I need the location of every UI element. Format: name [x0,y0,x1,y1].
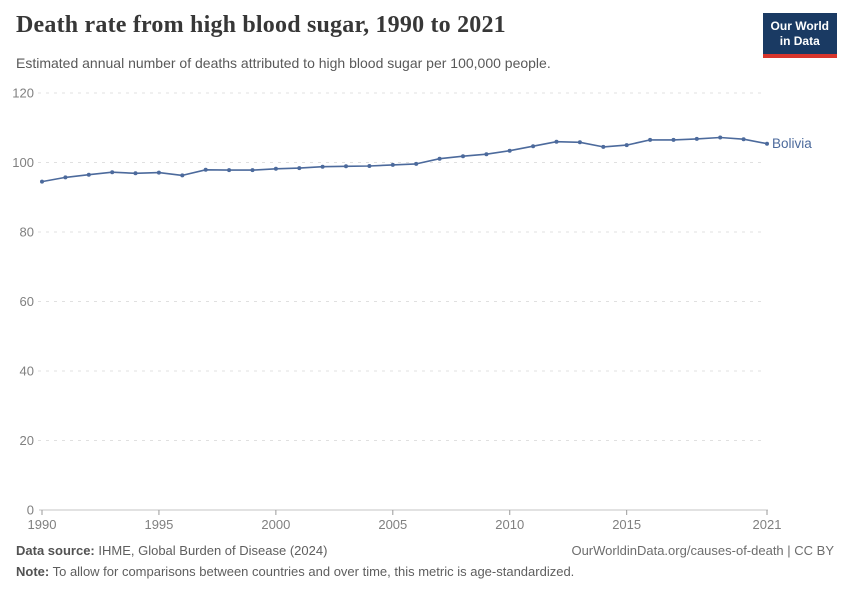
series-line-bolivia[interactable] [41,136,768,183]
data-point[interactable] [273,166,278,171]
data-point[interactable] [601,144,606,149]
data-point[interactable] [461,154,465,159]
data-point[interactable] [648,137,653,142]
data-point[interactable] [86,172,91,177]
data-point[interactable] [320,164,325,169]
data-point[interactable] [718,135,723,140]
y-tick-label: 80 [20,225,34,240]
data-point[interactable] [694,136,699,141]
y-tick-label: 100 [12,155,34,170]
entity-label-bolivia[interactable]: Bolivia [772,136,812,151]
x-tick-label: 2000 [261,517,290,532]
data-source-text: Data source: IHME, Global Burden of Dise… [16,543,328,558]
data-point[interactable] [156,170,161,175]
data-point[interactable] [671,137,676,142]
line-chart[interactable]: 0 20 40 60 80 100 120 1990 1995 2000 2005 2010 2015 2… [0,80,850,540]
owid-logo-line2: in Data [779,34,820,48]
data-point[interactable] [344,164,348,169]
owid-logo[interactable]: Our World in Data [762,13,837,58]
data-point[interactable] [297,166,302,171]
x-tick-label: 2005 [378,517,407,532]
data-point[interactable] [554,139,559,144]
y-tick-label: 120 [12,86,34,101]
data-point[interactable] [110,170,115,175]
chart-footer: Data source: IHME, Global Burden of Dise… [16,543,834,579]
data-point[interactable] [63,175,68,180]
chart-title: Death rate from high blood sugar, 1990 t… [16,12,506,38]
footer-note: Note: To allow for comparisons between c… [16,564,575,579]
data-point[interactable] [367,164,372,168]
y-tick-label: 20 [20,433,34,448]
data-point[interactable] [741,137,746,142]
data-point[interactable] [577,140,582,145]
x-tick-label: 2015 [612,517,641,532]
y-tick-label: 0 [27,503,34,518]
chart-subtitle: Estimated annual number of deaths attrib… [16,55,551,71]
data-point[interactable] [180,173,185,178]
x-tick-label: 1990 [28,517,57,532]
data-point[interactable] [437,156,442,161]
data-point[interactable] [133,171,138,176]
data-point[interactable] [484,152,489,157]
data-point[interactable] [414,161,419,166]
data-point[interactable] [507,148,512,153]
data-point[interactable] [765,141,769,146]
data-point[interactable] [531,144,536,149]
x-tick-label: 2021 [753,517,782,532]
data-point[interactable] [390,162,395,167]
x-tick-label: 2010 [495,517,524,532]
owid-logo-line1: Our World [770,19,829,33]
data-point[interactable] [227,168,232,173]
y-tick-label: 60 [20,294,34,309]
data-point[interactable] [203,167,208,172]
data-point[interactable] [624,143,629,148]
owid-credit-link[interactable]: OurWorldinData.org/causes-of-death | CC … [571,543,834,558]
x-tick-label: 1995 [144,517,173,532]
data-point[interactable] [250,168,255,173]
data-point[interactable] [40,179,44,184]
y-tick-label: 40 [20,364,34,379]
